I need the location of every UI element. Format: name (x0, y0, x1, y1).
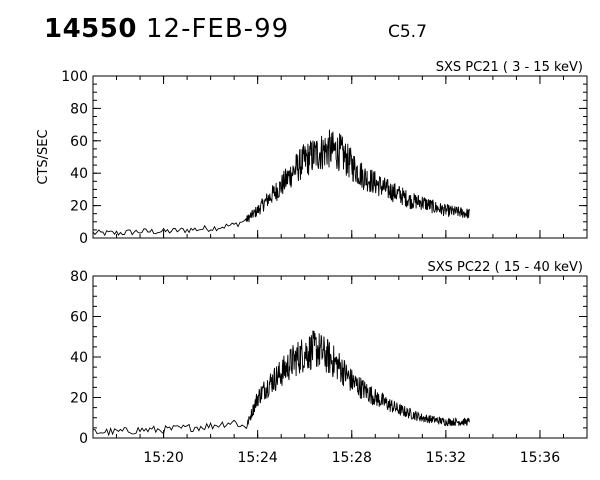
pc22-xtick-label: 15:36 (520, 450, 560, 466)
pc22-xtick-label: 15:28 (332, 450, 372, 466)
pc21-ytick-label: 80 (70, 101, 88, 117)
event-date: 12-FEB-99 (146, 14, 290, 44)
flare-class: C5.7 (388, 22, 427, 42)
pc22-plot-frame (92, 275, 588, 439)
event-id: 14550 (44, 14, 137, 44)
pc21-plot-frame (92, 75, 588, 239)
pc21-ytick-label: 100 (61, 69, 88, 85)
pc21-ytick-label: 20 (70, 199, 88, 215)
pc22-xtick-label: 15:24 (237, 450, 277, 466)
pc21-ylabel: CTS/SEC (36, 129, 51, 184)
pc22-ytick-label: 0 (79, 431, 88, 447)
pc22-xtick-label: 15:32 (426, 450, 466, 466)
pc22-ytick-label: 60 (70, 310, 88, 326)
pc22-ytick-label: 20 (70, 391, 88, 407)
pc21-ytick-label: 0 (79, 231, 88, 247)
pc21-ytick-label: 60 (70, 134, 88, 150)
pc21-title: SXS PC21 ( 3 - 15 keV) (436, 60, 583, 75)
pc22-series-line (92, 330, 470, 437)
pc22-ytick-label: 80 (70, 269, 88, 285)
pc22-xtick-label: 15:20 (143, 450, 183, 466)
pc21-series-line (92, 129, 470, 237)
pc22-title: SXS PC22 ( 15 - 40 keV) (427, 260, 583, 275)
pc21-ytick-label: 40 (70, 166, 88, 182)
pc22-ytick-label: 40 (70, 350, 88, 366)
